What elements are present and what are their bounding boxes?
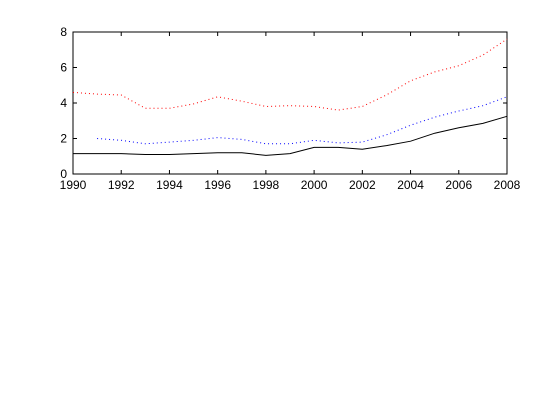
series-layer bbox=[72, 38, 508, 156]
plot-area bbox=[72, 31, 508, 175]
x-tick-label: 1996 bbox=[204, 178, 231, 192]
x-tick-label: 1998 bbox=[253, 178, 280, 192]
x-tick-label: 2004 bbox=[397, 178, 424, 192]
x-tick-label: 2000 bbox=[301, 178, 328, 192]
x-tick-label: 1990 bbox=[60, 178, 87, 192]
x-tick-label: 1992 bbox=[108, 178, 135, 192]
y-tick-label: 4 bbox=[60, 96, 67, 110]
y-tick-label: 0 bbox=[60, 167, 67, 181]
x-tick-label: 2002 bbox=[349, 178, 376, 192]
x-tick-label: 2008 bbox=[494, 178, 521, 192]
tick-label-layer: 1990 1992 1994 1996 1998 2000 2002 2004 2006 2008… bbox=[60, 25, 521, 192]
tick-layer bbox=[72, 31, 508, 175]
y-tick-label: 6 bbox=[60, 61, 67, 75]
series-line-3 bbox=[73, 115, 508, 156]
series-line-2 bbox=[97, 96, 508, 145]
x-tick-label: 1994 bbox=[156, 178, 183, 192]
y-tick-label: 2 bbox=[60, 132, 67, 146]
series-line-1 bbox=[72, 38, 508, 111]
x-tick-label: 2006 bbox=[445, 178, 472, 192]
y-tick-label: 8 bbox=[60, 25, 67, 39]
